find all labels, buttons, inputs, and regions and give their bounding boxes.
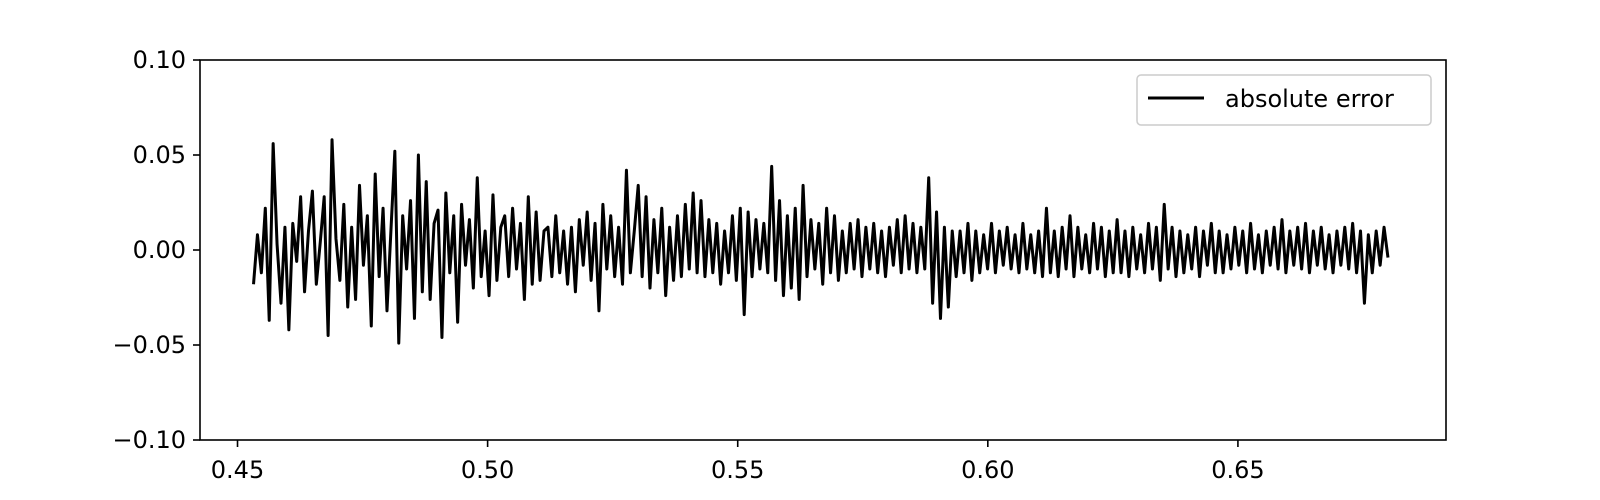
y-tick-label: 0.10 [133, 46, 186, 74]
series-line-0 [252, 138, 1390, 345]
y-tick-label: −0.05 [112, 331, 186, 359]
y-tick-label: 0.05 [133, 141, 186, 169]
x-axis: 0.45 0.50 0.55 0.60 0.65 [211, 440, 1265, 484]
y-tick-label: 0.00 [133, 236, 186, 264]
x-tick-label: 0.50 [461, 456, 514, 484]
x-tick-label: 0.60 [961, 456, 1014, 484]
y-axis: 0.10 0.05 0.00 −0.05 −0.10 [112, 46, 200, 454]
legend: absolute error [1136, 74, 1432, 126]
x-tick-label: 0.45 [211, 456, 264, 484]
legend-box [1136, 74, 1432, 126]
legend-label: absolute error [1225, 85, 1394, 113]
series-lines [252, 138, 1390, 345]
y-tick-label: −0.10 [112, 426, 186, 454]
x-tick-label: 0.55 [711, 456, 764, 484]
x-tick-label: 0.65 [1211, 456, 1264, 484]
